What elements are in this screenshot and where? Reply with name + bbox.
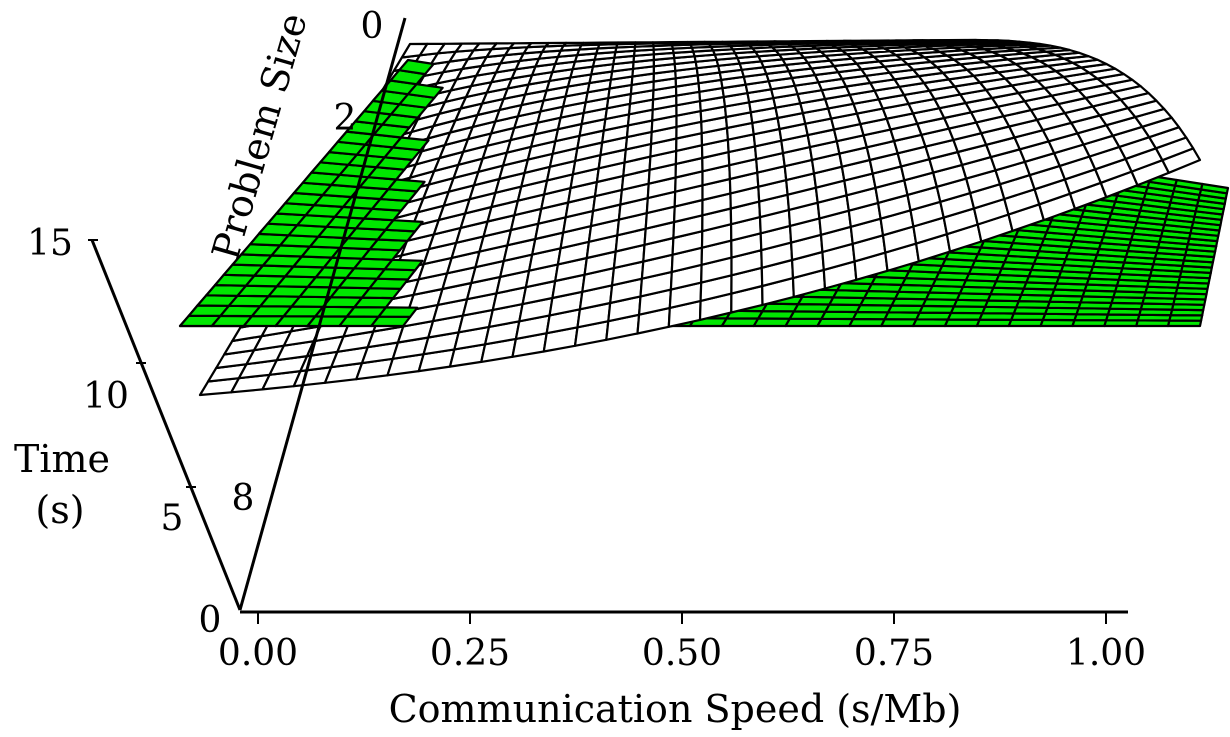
surface-mesh-cell <box>669 40 691 45</box>
y-tick-label: 0 <box>361 6 384 47</box>
z-axis-title-line1: Time <box>14 437 110 481</box>
surface-mesh-cell <box>383 258 424 272</box>
surface-mesh-cell <box>398 58 435 76</box>
z-axis-line <box>90 239 242 611</box>
x-tick-label: 0.75 <box>854 633 934 674</box>
z-tick-labels: 0 5 10 15 <box>27 223 221 641</box>
surface-mesh-cell <box>406 83 444 99</box>
y-axis-line <box>238 17 407 611</box>
z-tick-label: 5 <box>161 498 184 539</box>
x-axis-title: Communication Speed (s/Mb) <box>389 687 962 731</box>
surface-mesh-cell <box>370 315 412 328</box>
z-tick-label: 15 <box>27 223 73 264</box>
z-tick-label: 0 <box>199 600 222 641</box>
y-tick-label: 8 <box>232 478 255 519</box>
x-tick-label: 0.00 <box>218 633 298 674</box>
surface-mesh-cell <box>651 40 673 45</box>
surface-mesh-cell <box>616 41 637 46</box>
z-tick-label: 10 <box>83 376 129 417</box>
surface-mesh-cell <box>1199 182 1230 195</box>
surface-mesh-cell <box>580 41 602 47</box>
surface-mesh-cell <box>387 178 426 193</box>
surface-mesh-cell <box>634 41 655 45</box>
x-tick-label: 0.50 <box>642 633 722 674</box>
y-tick-labels: 0 2 8 <box>232 6 384 519</box>
x-tick-labels: 0.00 0.25 0.50 0.75 1.00 <box>218 633 1146 674</box>
surface-mesh-cell <box>391 136 430 152</box>
surface-mesh <box>178 38 1230 397</box>
x-tick-label: 0.25 <box>430 633 510 674</box>
z-axis-title-line2: (s) <box>35 488 84 532</box>
surface-mesh-cell <box>384 219 424 233</box>
y-tick-label: 2 <box>334 98 357 139</box>
surface-mesh-cell <box>598 41 620 46</box>
x-tick-label: 1.00 <box>1066 633 1146 674</box>
surface-mesh-cell <box>377 306 419 318</box>
axes <box>88 17 1128 624</box>
